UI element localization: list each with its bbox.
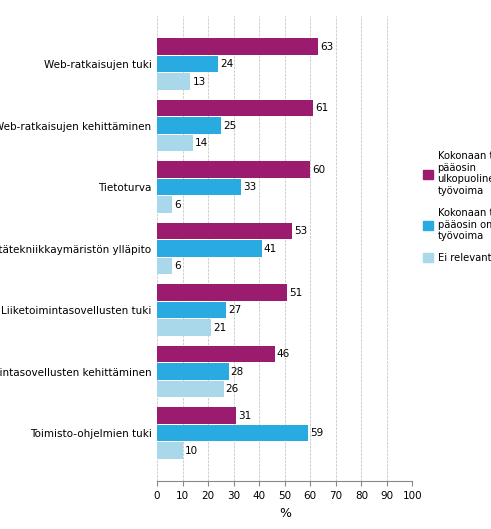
Text: 53: 53 — [295, 226, 308, 236]
Text: 14: 14 — [195, 138, 208, 148]
Text: 41: 41 — [264, 244, 277, 253]
Bar — [157, 56, 218, 72]
Text: 24: 24 — [220, 59, 234, 69]
Bar — [157, 240, 262, 257]
Text: 51: 51 — [289, 288, 302, 298]
Bar — [157, 179, 242, 195]
Bar — [157, 381, 223, 397]
Bar — [157, 302, 226, 318]
Text: 61: 61 — [315, 103, 328, 113]
Bar — [157, 117, 221, 134]
Text: 28: 28 — [231, 367, 244, 377]
Bar — [157, 346, 274, 362]
X-axis label: %: % — [279, 507, 291, 519]
Bar — [157, 161, 310, 178]
Bar — [157, 38, 318, 55]
Text: 21: 21 — [213, 323, 226, 333]
Bar — [157, 407, 236, 424]
Text: 13: 13 — [192, 77, 206, 87]
Text: 27: 27 — [228, 305, 242, 315]
Bar — [157, 74, 191, 90]
Text: 26: 26 — [225, 384, 239, 394]
Bar — [157, 258, 172, 275]
Bar — [157, 135, 193, 151]
Bar — [157, 363, 229, 380]
Bar — [157, 425, 308, 441]
Text: 33: 33 — [244, 182, 257, 192]
Bar — [157, 442, 183, 459]
Text: 46: 46 — [276, 349, 290, 359]
Text: 25: 25 — [223, 121, 236, 131]
Text: 63: 63 — [320, 42, 333, 52]
Text: 31: 31 — [238, 411, 251, 421]
Bar — [157, 284, 287, 301]
Text: 6: 6 — [174, 261, 181, 271]
Bar — [157, 196, 172, 213]
Bar — [157, 223, 293, 240]
Text: 60: 60 — [312, 165, 326, 175]
Text: 6: 6 — [174, 199, 181, 209]
Bar — [157, 320, 211, 336]
Text: 10: 10 — [185, 445, 198, 455]
Text: 59: 59 — [310, 428, 323, 438]
Legend: Kokonaan tai
pääosin
ulkopuolinen
työvoima, Kokonaan tai
pääosin oma
työvoima, E: Kokonaan tai pääosin ulkopuolinen työvoi… — [423, 151, 491, 263]
Bar — [157, 100, 313, 116]
